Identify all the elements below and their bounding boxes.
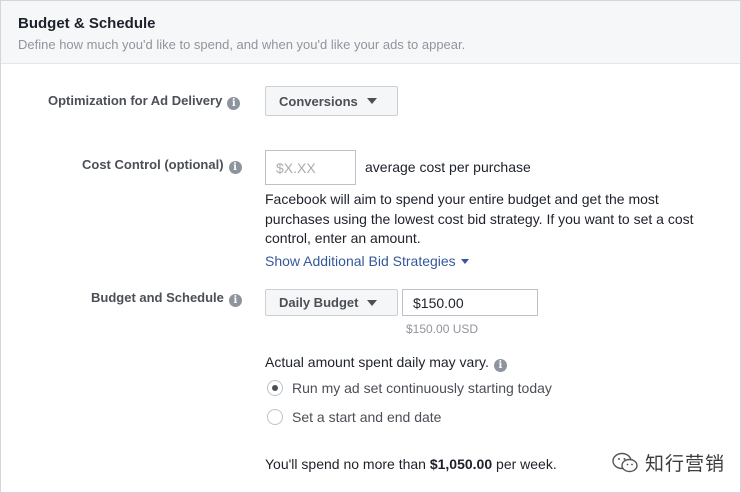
watermark: 知行营销 [611,449,725,476]
weekly-spend-summary: You'll spend no more than $1,050.00 per … [265,456,557,472]
budget-amount-usd: $150.00 USD [406,322,479,336]
budget-type-dropdown[interactable]: Daily Budget [265,289,398,316]
optimization-label: Optimization for Ad Delivery i [48,93,241,110]
info-icon[interactable]: i [228,294,242,307]
cost-control-description: Facebook will aim to spend your entire b… [265,191,694,246]
budget-type-value: Daily Budget [279,295,359,310]
section-title: Budget & Schedule [18,15,156,32]
show-bid-strategies-text: Show Additional Bid Strategies [265,253,456,269]
radio-start-end-date[interactable]: Set a start and end date [267,409,441,425]
radio-icon[interactable] [267,380,283,396]
chevron-down-icon [460,259,469,264]
section-subtitle: Define how much you'd like to spend, and… [18,37,466,52]
show-bid-strategies-link[interactable]: Show Additional Bid Strategies [265,253,469,269]
optimization-value: Conversions [279,93,358,109]
cost-control-label-text: Cost Control (optional) [82,157,224,172]
info-icon[interactable]: i [228,161,242,174]
radio-start-end-date-label: Set a start and end date [292,409,442,425]
info-icon[interactable]: i [227,97,241,110]
cost-control-label: Cost Control (optional) i [82,157,242,174]
section-header: Budget & Schedule Define how much you'd … [1,1,740,64]
budget-label: Budget and Schedule i [91,290,242,307]
budget-note-text: Actual amount spent daily may vary. [265,354,489,370]
chevron-down-icon [366,98,377,104]
radio-run-continuously-label: Run my ad set continuously starting toda… [292,380,552,396]
budget-note: Actual amount spent daily may vary. i [265,354,507,372]
radio-icon[interactable] [267,409,283,425]
optimization-dropdown[interactable]: Conversions [265,86,398,116]
optimization-label-text: Optimization for Ad Delivery [48,93,223,108]
radio-run-continuously[interactable]: Run my ad set continuously starting toda… [267,380,552,396]
budget-amount-input[interactable] [402,289,538,316]
spend-prefix: You'll spend no more than [265,456,426,472]
chevron-down-icon [367,299,378,306]
spend-suffix: per week. [496,456,557,472]
budget-label-text: Budget and Schedule [91,290,224,305]
wechat-icon [612,452,638,472]
cost-control-suffix: average cost per purchase [365,159,531,175]
cost-control-input[interactable] [265,150,356,185]
info-icon[interactable]: i [493,359,507,372]
spend-amount: $1,050.00 [429,456,493,472]
watermark-text: 知行营销 [645,453,726,475]
